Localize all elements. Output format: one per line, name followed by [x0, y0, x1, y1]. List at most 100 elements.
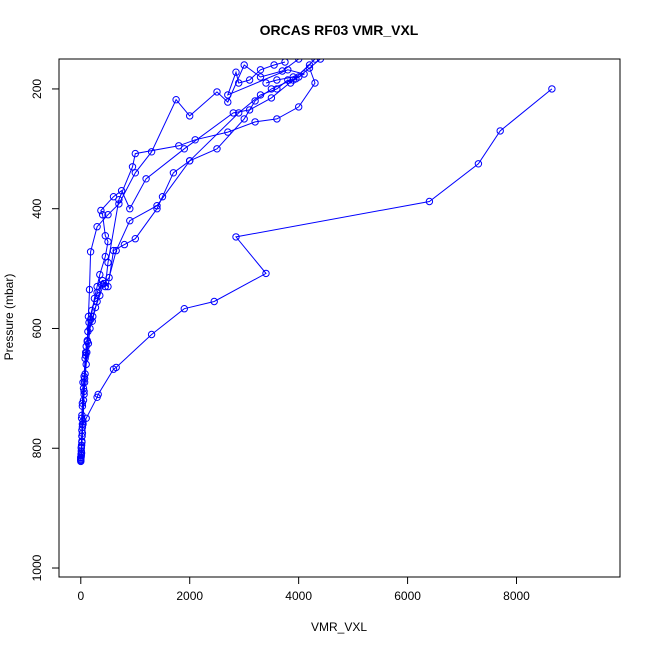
series-line	[80, 59, 316, 458]
data-point	[94, 390, 102, 399]
series-3	[77, 85, 556, 461]
data-point	[235, 109, 243, 117]
y-tick-label: 400	[30, 198, 44, 218]
series-line	[80, 67, 316, 462]
data-point	[96, 291, 104, 300]
data-point	[273, 85, 281, 93]
data-point	[311, 59, 319, 63]
data-point	[267, 94, 276, 102]
data-point	[251, 118, 259, 126]
data-point	[126, 217, 134, 225]
data-point	[235, 79, 243, 87]
data-point	[180, 145, 189, 153]
data-point	[292, 75, 300, 83]
data-point	[98, 211, 107, 219]
data-point	[240, 61, 248, 69]
data-point	[172, 96, 180, 104]
data-point	[474, 160, 483, 168]
data-point	[262, 79, 270, 87]
data-point	[251, 97, 259, 105]
data-point	[131, 169, 140, 177]
y-axis-label: Pressure (mbar)	[2, 274, 16, 361]
data-point	[224, 128, 232, 136]
series-line	[80, 59, 321, 461]
data-point	[295, 103, 303, 111]
data-point	[295, 59, 303, 63]
plot-frame	[58, 58, 621, 578]
y-tick-label: 600	[30, 318, 44, 338]
data-point	[153, 202, 161, 210]
data-point	[232, 68, 240, 76]
data-point	[281, 59, 289, 66]
data-point	[256, 73, 265, 81]
data-point	[262, 269, 270, 278]
data-point	[82, 351, 90, 360]
plot-area	[77, 59, 556, 466]
data-point	[270, 61, 278, 69]
data-point	[115, 200, 123, 208]
data-point	[80, 387, 88, 396]
data-point	[79, 417, 87, 425]
y-axis: 200 400 600 800 1000	[30, 79, 59, 581]
data-point	[186, 112, 194, 120]
y-tick-label: 800	[30, 438, 44, 458]
data-point	[88, 317, 96, 325]
data-point	[175, 142, 183, 150]
data-point	[300, 70, 308, 78]
data-point	[232, 233, 240, 241]
data-point	[147, 330, 156, 339]
data-point	[286, 79, 295, 87]
data-point	[267, 85, 276, 93]
data-point	[93, 282, 101, 291]
data-point	[224, 91, 232, 99]
data-point	[245, 76, 254, 84]
series-5	[77, 59, 303, 464]
data-point	[77, 454, 85, 462]
data-point	[112, 363, 120, 372]
data-point	[101, 252, 110, 261]
series-line	[80, 88, 553, 458]
data-point	[273, 76, 281, 84]
data-point	[311, 79, 319, 87]
series-line	[80, 64, 310, 460]
data-point	[128, 163, 137, 171]
data-point	[101, 232, 110, 240]
data-point	[142, 175, 150, 183]
data-point	[213, 88, 221, 96]
data-point	[425, 197, 434, 206]
y-tick-label: 200	[30, 79, 44, 99]
data-point	[191, 136, 199, 144]
data-point	[86, 248, 95, 256]
data-point	[78, 437, 86, 445]
data-point	[548, 85, 556, 93]
data-point	[245, 106, 254, 114]
data-point	[169, 169, 178, 177]
data-point	[131, 235, 140, 243]
data-point	[97, 206, 105, 215]
data-point	[131, 149, 140, 158]
y-tick-label: 1000	[30, 554, 44, 581]
data-point	[96, 270, 104, 279]
data-point	[180, 305, 189, 313]
data-point	[213, 145, 221, 153]
series-7	[224, 59, 308, 99]
series-1	[77, 59, 325, 464]
data-point	[104, 211, 112, 219]
data-point	[85, 285, 94, 294]
data-point	[210, 297, 218, 306]
data-point	[229, 109, 238, 117]
data-point	[158, 193, 167, 201]
data-point	[93, 223, 101, 231]
x-tick-label: 6000	[394, 589, 421, 603]
x-axis: 0 2000 4000 6000 8000	[77, 577, 530, 603]
series-4	[77, 64, 319, 466]
data-point	[120, 240, 129, 249]
data-point	[91, 303, 100, 312]
chart-title: ORCAS RF03 VMR_VXL	[260, 22, 419, 38]
data-point	[112, 246, 120, 255]
x-tick-label: 0	[77, 589, 84, 603]
data-point	[84, 327, 92, 336]
x-tick-label: 2000	[176, 589, 203, 603]
data-point	[126, 205, 134, 213]
